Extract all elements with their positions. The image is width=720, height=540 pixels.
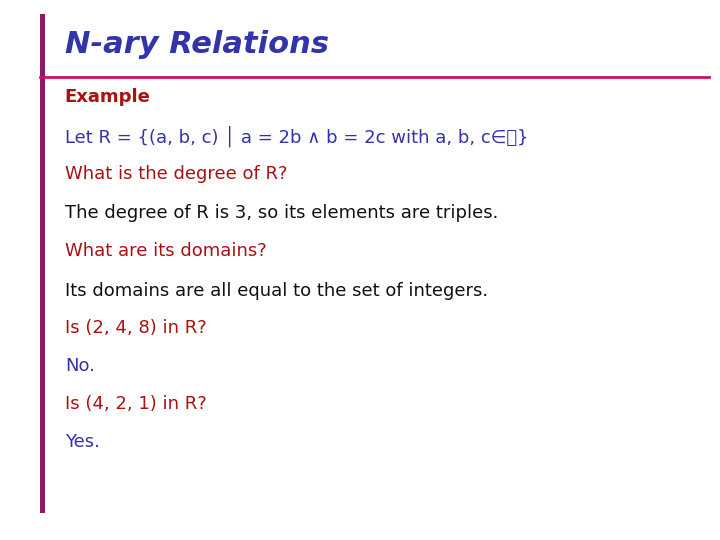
- Text: The degree of R is 3, so its elements are triples.: The degree of R is 3, so its elements ar…: [65, 204, 498, 222]
- Bar: [40, 14, 45, 513]
- Text: Let R = {(a, b, c) │ a = 2b ∧ b = 2c with a, b, c∈𝗵}: Let R = {(a, b, c) │ a = 2b ∧ b = 2c wit…: [65, 125, 528, 147]
- Text: What is the degree of R?: What is the degree of R?: [65, 165, 287, 183]
- Text: Is (2, 4, 8) in R?: Is (2, 4, 8) in R?: [65, 319, 207, 338]
- Text: Example: Example: [65, 88, 150, 106]
- Text: Its domains are all equal to the set of integers.: Its domains are all equal to the set of …: [65, 281, 488, 300]
- Text: N-ary Relations: N-ary Relations: [65, 30, 329, 59]
- Text: Is (4, 2, 1) in R?: Is (4, 2, 1) in R?: [65, 395, 207, 413]
- Text: What are its domains?: What are its domains?: [65, 242, 266, 260]
- Text: No.: No.: [65, 357, 94, 375]
- Text: Yes.: Yes.: [65, 433, 99, 451]
